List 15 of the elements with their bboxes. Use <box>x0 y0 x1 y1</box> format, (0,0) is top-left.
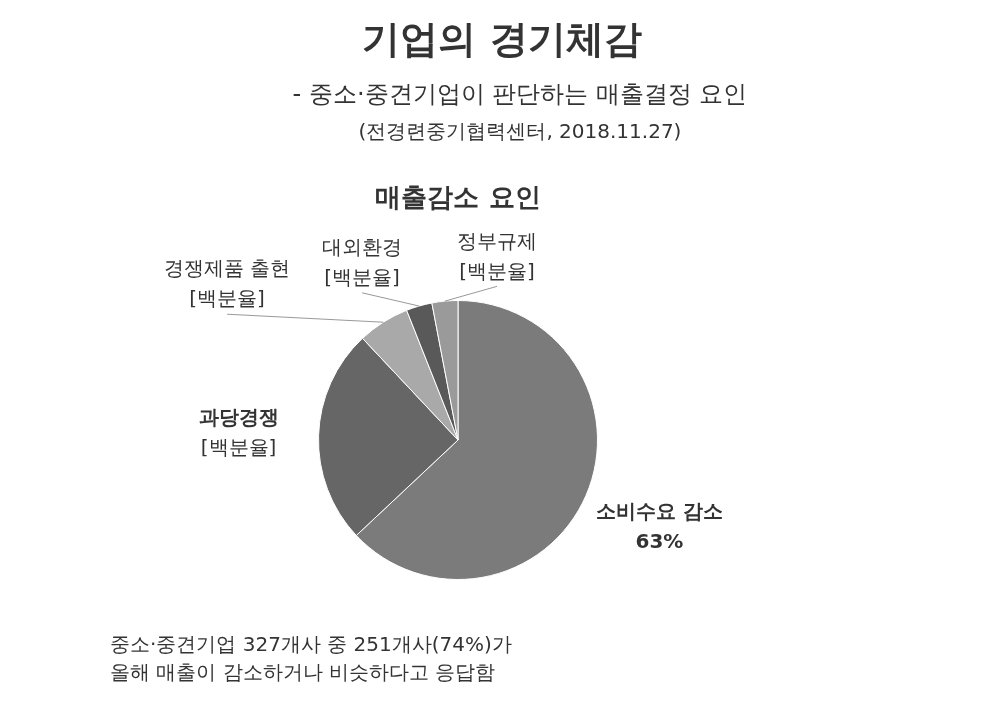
chart-title: 기업의 경기체감 <box>361 16 643 63</box>
text: 중소·중견기업 327개사 중 251개사(74%)가 올해 매출이 감소하거나 비슷하다고 응답함 <box>110 631 512 686</box>
data-label: [백분율] <box>324 265 400 290</box>
slice-label: 소비수요 감소 <box>595 499 723 524</box>
data-label: [백분율] <box>459 258 535 283</box>
text: 매출감소 요인 <box>374 181 542 214</box>
data-label: [백분율] <box>189 286 265 311</box>
slice-label: 정부규제 <box>457 228 538 253</box>
text: (전경련중기협력센터, 2018.11.27) <box>357 118 683 145</box>
slice-label: 경쟁제품 출현 <box>163 256 291 281</box>
slice-label: 대외환경 <box>322 235 403 260</box>
chart-subtitle: - 중소·중견기업이 판단하는 매출결정 요인 <box>291 79 749 110</box>
data-label: 63% <box>635 529 684 554</box>
data-label: [백분율] <box>200 435 277 460</box>
slice-label: 과당경쟁 <box>198 405 279 430</box>
